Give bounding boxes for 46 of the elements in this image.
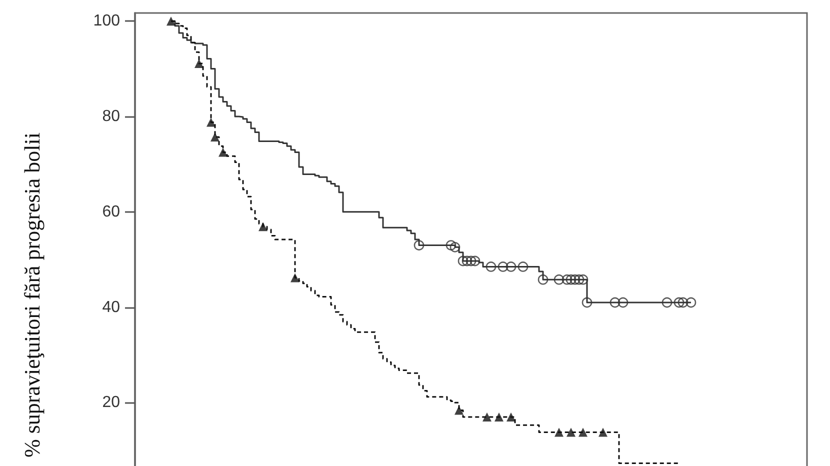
point <box>290 273 300 282</box>
point <box>194 59 204 68</box>
point <box>498 262 508 272</box>
point <box>414 240 424 250</box>
point <box>610 297 620 308</box>
y-tick-label: 80 <box>102 108 120 125</box>
point <box>662 297 672 308</box>
point <box>566 274 576 285</box>
point <box>674 297 684 308</box>
point <box>494 412 504 422</box>
point <box>566 428 576 437</box>
point <box>450 242 460 252</box>
point <box>470 256 480 266</box>
point <box>570 274 580 285</box>
point <box>458 256 468 266</box>
point <box>166 16 176 26</box>
point <box>218 148 228 157</box>
point <box>506 412 516 422</box>
point <box>618 297 628 308</box>
point <box>562 274 572 285</box>
point <box>482 412 492 422</box>
point <box>446 240 456 250</box>
point <box>554 428 564 437</box>
y-tick-label: 40 <box>102 298 120 316</box>
point <box>686 297 696 308</box>
point <box>210 132 220 142</box>
point <box>538 274 548 285</box>
point <box>578 274 588 285</box>
point <box>206 118 216 127</box>
point <box>678 297 688 308</box>
point <box>598 428 608 437</box>
y-tick-label: 20 <box>102 394 120 412</box>
point <box>518 262 528 272</box>
point <box>258 222 268 232</box>
point <box>574 274 584 285</box>
point <box>578 428 588 437</box>
y-tick-label: 100 <box>93 12 120 30</box>
point <box>466 256 476 266</box>
point <box>486 262 496 272</box>
point <box>582 297 592 308</box>
point <box>462 256 472 266</box>
y-axis-title: % supravieţuitori fără progresia bolii <box>20 132 44 458</box>
point <box>454 406 464 415</box>
point <box>506 262 516 272</box>
point <box>554 274 564 285</box>
y-tick-label: 60 <box>102 203 120 220</box>
